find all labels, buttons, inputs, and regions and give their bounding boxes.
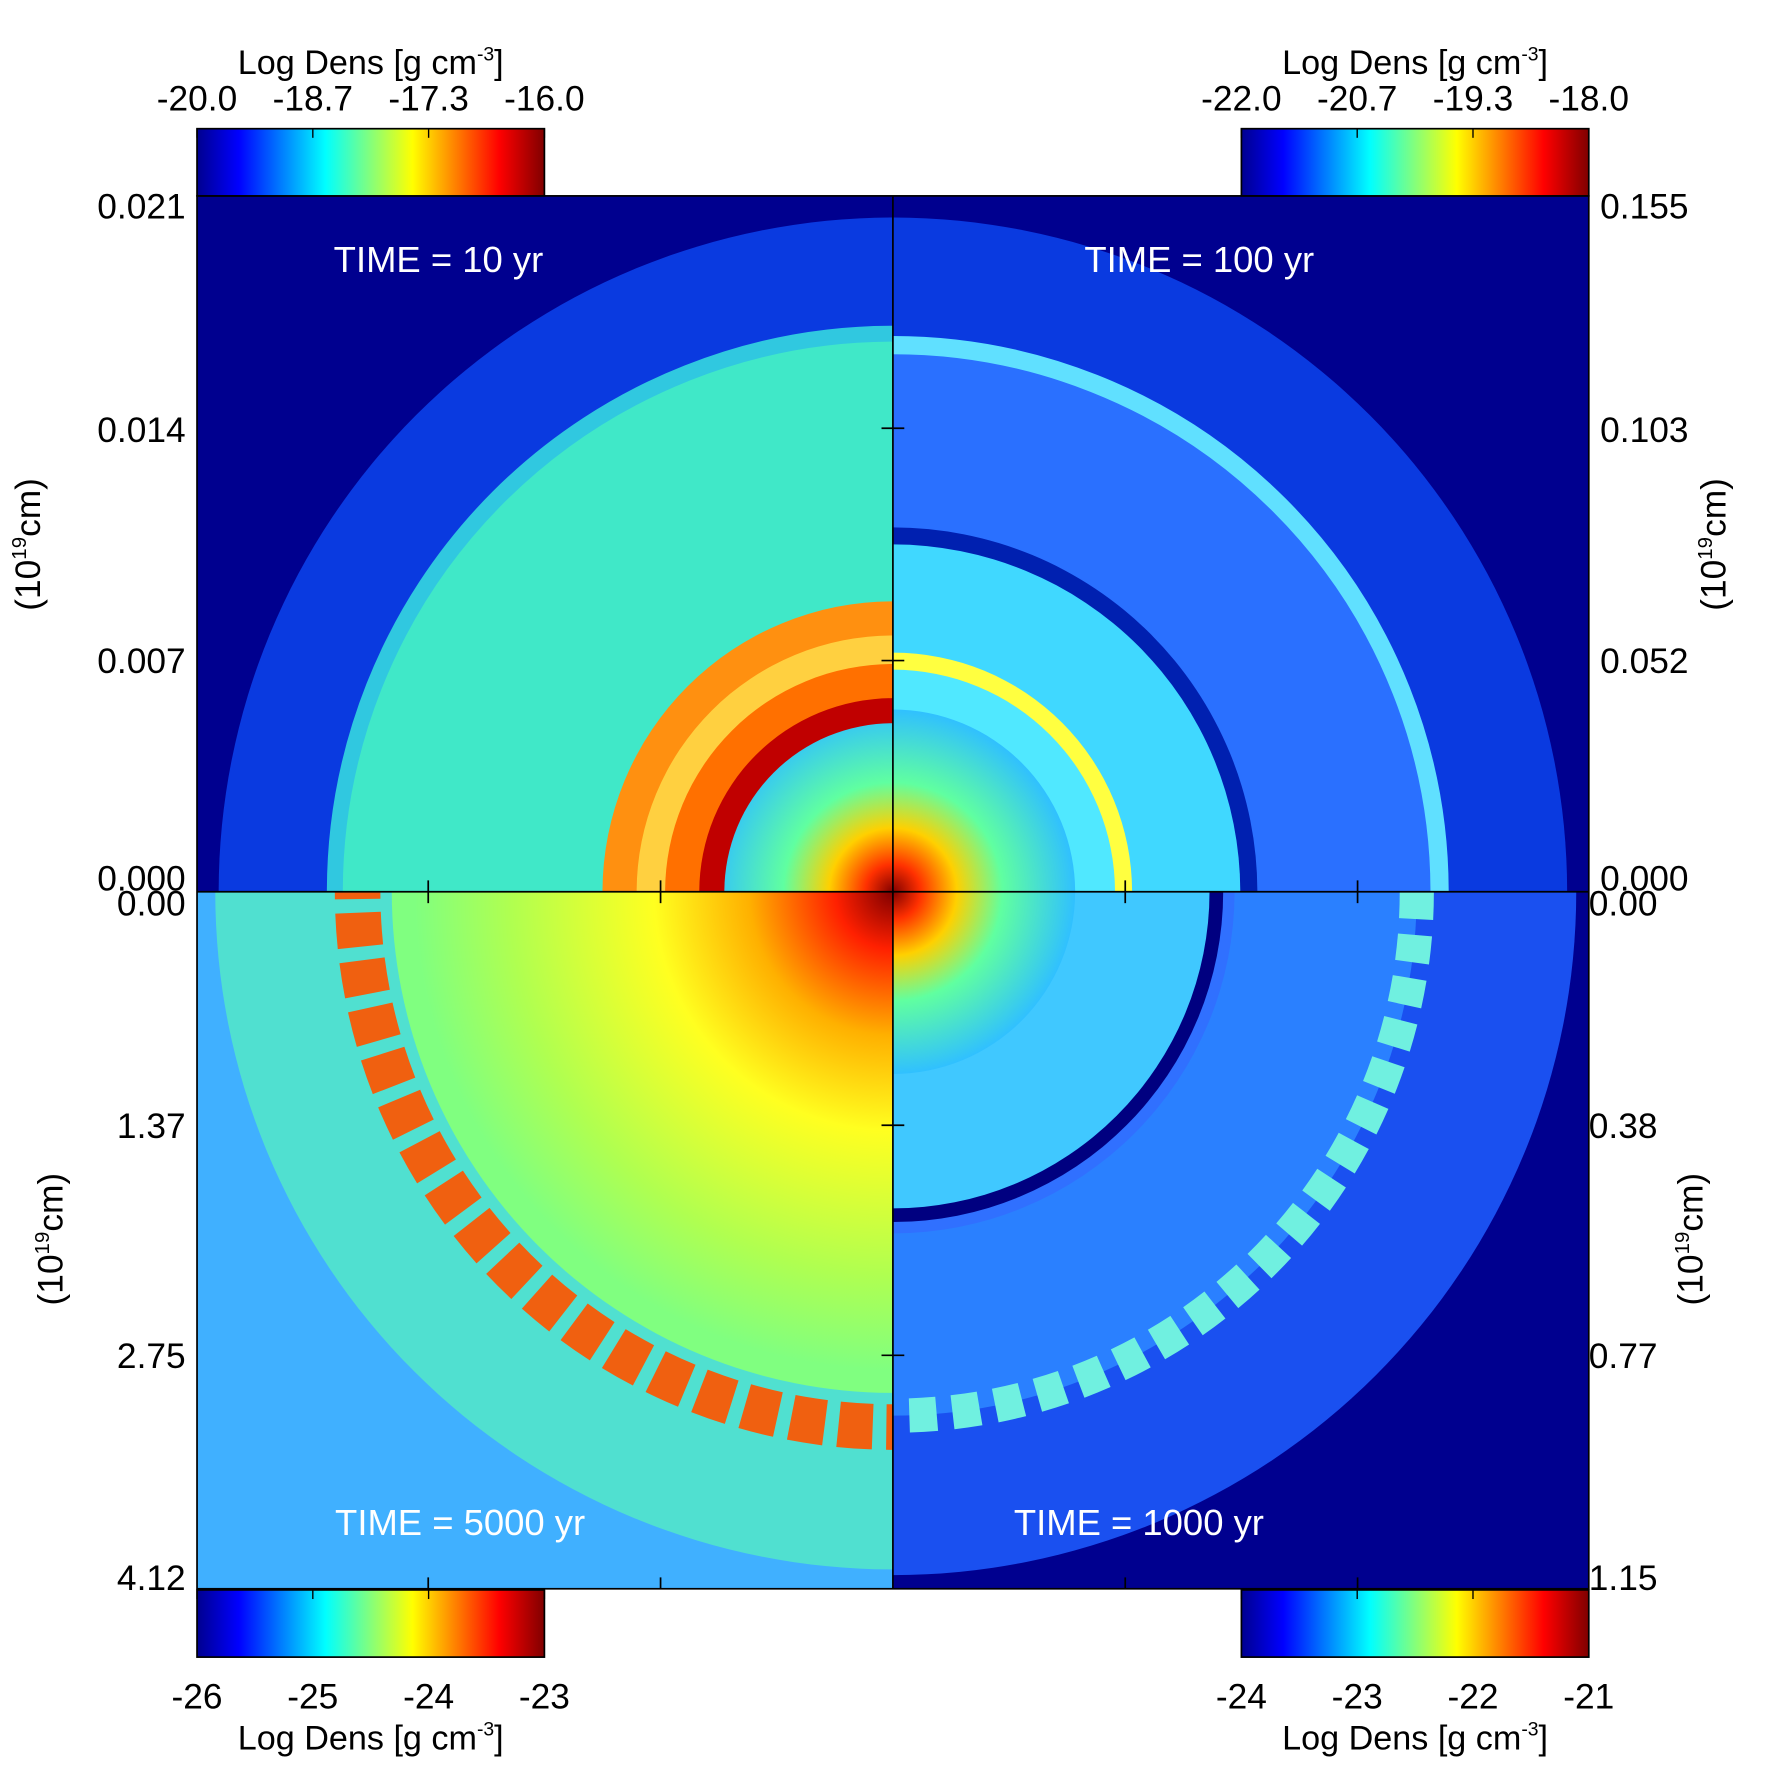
colorbar-tick-label: -21 bbox=[1563, 1677, 1614, 1716]
colorbar-tick-label: -17.3 bbox=[388, 79, 468, 118]
colorbar-title: Log Dens [g cm-3] bbox=[238, 43, 504, 82]
y-tick-label: 0.00 bbox=[1589, 885, 1658, 924]
label-text: cm) bbox=[9, 478, 48, 537]
colorbar-tick-label: -23 bbox=[1332, 1677, 1383, 1716]
colorbar-tick-label: -25 bbox=[287, 1677, 338, 1716]
label-text: (10 bbox=[1694, 560, 1733, 611]
title-sup: -3 bbox=[1521, 43, 1538, 65]
panel-image bbox=[197, 195, 893, 892]
colorbar bbox=[196, 127, 546, 197]
y-tick-label: 2.75 bbox=[117, 1337, 186, 1376]
colorbar-title: Log Dens [g cm-3] bbox=[1282, 43, 1548, 82]
colorbar bbox=[196, 1589, 546, 1658]
panel-image bbox=[892, 195, 1589, 892]
y-tick-label: 0.052 bbox=[1600, 642, 1688, 681]
title-text: ] bbox=[494, 44, 504, 82]
colorbar-tick-label: -22.0 bbox=[1201, 79, 1281, 118]
title-text: Log Dens [g cm bbox=[238, 1719, 477, 1757]
colorbar-title: Log Dens [g cm-3] bbox=[1282, 1719, 1548, 1758]
colorbar-tick-label: -18.0 bbox=[1549, 79, 1629, 118]
y-tick-label: 0.103 bbox=[1600, 411, 1688, 450]
colorbar-tick-label: -20.7 bbox=[1317, 79, 1397, 118]
title-text: Log Dens [g cm bbox=[1282, 1719, 1521, 1757]
colorbar bbox=[1240, 1589, 1590, 1658]
colorbar-title: Log Dens [g cm-3] bbox=[238, 1719, 504, 1758]
title-sup: -3 bbox=[477, 43, 494, 65]
label-text: (10 bbox=[9, 560, 48, 611]
label-text: cm) bbox=[32, 1173, 71, 1232]
label-sup: 19 bbox=[8, 537, 31, 560]
label-sup: 19 bbox=[1671, 1232, 1694, 1255]
y-tick-label: 0.021 bbox=[97, 188, 185, 227]
title-text: ] bbox=[494, 1719, 504, 1757]
label-text: cm) bbox=[1694, 478, 1733, 537]
title-text: Log Dens [g cm bbox=[238, 44, 477, 82]
axis-label: (1019cm) bbox=[1694, 478, 1734, 611]
axis-label: (1019cm) bbox=[31, 1173, 71, 1306]
label-text: (10 bbox=[32, 1254, 71, 1305]
y-tick-label: 0.000 bbox=[97, 860, 185, 899]
colorbar-tick-label: -26 bbox=[172, 1677, 223, 1716]
y-tick-label: 0.014 bbox=[97, 411, 185, 450]
colorbar-tick-label: -16.0 bbox=[504, 79, 584, 118]
y-tick-label: 0.77 bbox=[1589, 1337, 1658, 1376]
axis-label: (1019cm) bbox=[1671, 1173, 1711, 1306]
y-tick-label: 0.000 bbox=[1600, 860, 1688, 899]
title-text: ] bbox=[1539, 44, 1549, 82]
colorbar-tick-label: -20.0 bbox=[157, 79, 237, 118]
colorbar-tick-label: -22 bbox=[1447, 1677, 1498, 1716]
panel-time: TIME = 100 yr bbox=[1084, 239, 1314, 280]
frame bbox=[196, 195, 1590, 1590]
panel-image bbox=[892, 891, 1589, 1589]
panel-time: TIME = 1000 yr bbox=[1014, 1502, 1264, 1543]
colorbar-tick-label: -18.7 bbox=[273, 79, 353, 118]
colorbar-tick-label: -24 bbox=[1216, 1677, 1267, 1716]
title-text: ] bbox=[1539, 1719, 1549, 1757]
panel-time: TIME = 5000 yr bbox=[335, 1502, 585, 1543]
panel-time: TIME = 10 yr bbox=[334, 239, 544, 280]
colorbar-tick-label: -24 bbox=[403, 1677, 454, 1716]
y-tick-label: 0.00 bbox=[117, 885, 186, 924]
y-tick-label: 0.38 bbox=[1589, 1107, 1658, 1146]
label-text: (10 bbox=[1672, 1254, 1711, 1305]
label-text: cm) bbox=[1672, 1173, 1711, 1232]
axis-label: (1019cm) bbox=[8, 478, 48, 611]
y-tick-label: 0.007 bbox=[97, 642, 185, 681]
y-tick-label: 0.155 bbox=[1600, 188, 1688, 227]
colorbar bbox=[1240, 127, 1590, 197]
colorbar-tick-label: -19.3 bbox=[1433, 79, 1513, 118]
title-sup: -3 bbox=[477, 1719, 494, 1741]
label-sup: 19 bbox=[31, 1232, 54, 1255]
title-sup: -3 bbox=[1521, 1719, 1538, 1741]
label-sup: 19 bbox=[1694, 537, 1717, 560]
panel-image bbox=[197, 891, 893, 1589]
title-text: Log Dens [g cm bbox=[1282, 44, 1521, 82]
y-tick-label: 1.15 bbox=[1589, 1559, 1658, 1598]
y-tick-label: 1.37 bbox=[117, 1107, 186, 1146]
y-tick-label: 4.12 bbox=[117, 1559, 186, 1598]
colorbar-tick-label: -23 bbox=[519, 1677, 570, 1716]
